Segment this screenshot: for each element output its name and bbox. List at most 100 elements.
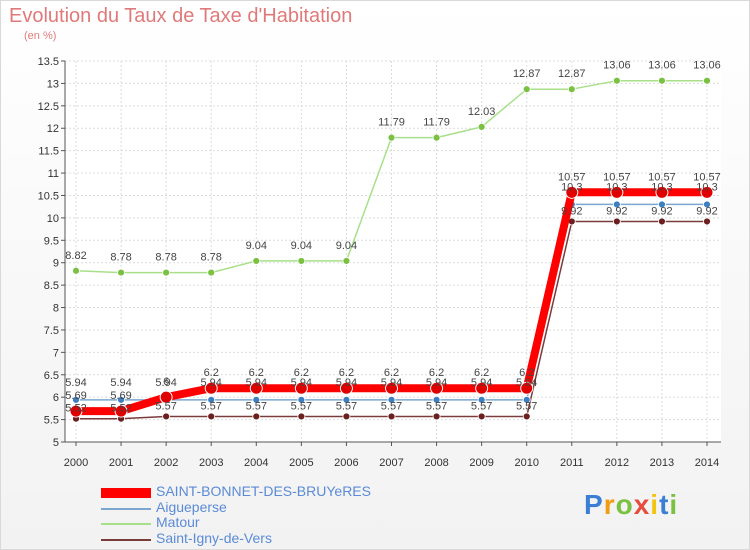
data-point <box>703 200 711 209</box>
y-tick-label: 12 <box>47 123 59 135</box>
data-label: 6.2 <box>249 367 264 379</box>
data-label: 6.2 <box>339 367 354 379</box>
data-label: 11.79 <box>423 117 450 129</box>
y-tick-label: 7.5 <box>44 325 59 337</box>
data-point <box>477 395 486 404</box>
logo-letter: P <box>584 489 604 520</box>
data-point <box>703 76 711 85</box>
x-tick-label: 2011 <box>560 457 584 469</box>
legend-swatch <box>101 488 151 498</box>
data-point <box>387 133 396 142</box>
data-point <box>207 268 216 277</box>
x-tick-label: 2009 <box>469 457 493 469</box>
axes: 5 5.5 6 6.5 7 7.5 8 8.5 9 9.5 10 10.5 11 11.5 12 12.5 13… <box>38 56 721 469</box>
y-tick-label: 9.5 <box>44 235 59 247</box>
data-point <box>117 268 125 277</box>
data-point <box>612 76 621 85</box>
data-point <box>522 412 531 421</box>
data-label: 6.2 <box>204 367 219 379</box>
data-label: 5.57 <box>426 400 447 412</box>
y-tick-label: 6.5 <box>44 370 59 382</box>
x-tick-label: 2010 <box>514 457 538 469</box>
x-tick-label: 2002 <box>154 457 178 469</box>
data-point <box>522 85 531 94</box>
data-point <box>520 381 534 395</box>
y-tick-label: 6 <box>53 392 59 404</box>
data-label: 10.57 <box>648 171 676 183</box>
data-label: 5.94 <box>246 377 267 389</box>
data-label: 6.2 <box>384 367 399 379</box>
data-label: 5.57 <box>246 400 267 412</box>
data-label: 10.3 <box>561 181 582 193</box>
data-label: 5.57 <box>201 400 222 412</box>
data-point <box>387 412 396 421</box>
data-label: 8.78 <box>155 252 176 264</box>
x-tick-label: 2003 <box>199 457 223 469</box>
data-point <box>658 200 666 209</box>
data-label: 5.94 <box>110 377 131 389</box>
data-label: 5.57 <box>381 400 402 412</box>
x-tick-label: 2000 <box>64 457 88 469</box>
data-label: 13.06 <box>603 60 631 72</box>
data-label: 5.69 <box>65 390 86 402</box>
data-label: 9.04 <box>291 240 312 252</box>
data-label: 5.57 <box>336 400 357 412</box>
data-point <box>432 133 441 142</box>
data-label: 6.2 <box>294 367 309 379</box>
line-chart: 5 5.5 6 6.5 7 7.5 8 8.5 9 9.5 10 10.5 11 11.5 12 12.5 13… <box>38 56 721 469</box>
data-label: 5.52 <box>65 403 86 415</box>
data-label: 5.57 <box>471 400 492 412</box>
x-tick-label: 2013 <box>650 457 674 469</box>
x-tick-label: 2006 <box>334 457 358 469</box>
data-label: 8.78 <box>201 252 222 264</box>
data-label: 5.94 <box>65 377 86 389</box>
data-label: 9.04 <box>246 240 267 252</box>
data-point <box>610 185 624 199</box>
data-point <box>432 395 441 404</box>
data-label: 10.57 <box>603 171 631 183</box>
data-label: 6.2 <box>519 367 534 379</box>
legend-label: Matour <box>156 514 200 530</box>
data-label: 5.57 <box>155 400 176 412</box>
data-label: 10.3 <box>696 181 717 193</box>
data-point <box>477 412 486 421</box>
data-point <box>567 85 576 94</box>
data-label: 10.57 <box>558 171 586 183</box>
data-point <box>72 395 80 404</box>
series-lines <box>69 76 714 423</box>
data-label: 9.92 <box>606 205 627 217</box>
data-label: 5.94 <box>471 377 492 389</box>
data-point <box>612 200 621 209</box>
y-tick-label: 11 <box>48 168 59 180</box>
data-point <box>204 381 218 395</box>
plot-area <box>65 61 721 442</box>
x-tick-label: 2005 <box>289 457 313 469</box>
legend-label: Aigueperse <box>156 498 227 515</box>
data-point <box>69 404 83 418</box>
grid <box>65 60 721 443</box>
data-point <box>477 122 486 131</box>
legend-label: SAINT-BONNET-DES-BRUYeRES <box>156 483 371 499</box>
data-label: 12.87 <box>558 68 586 80</box>
data-point <box>207 412 216 421</box>
data-label: 13.06 <box>693 60 721 72</box>
x-tick-label: 2007 <box>379 457 403 469</box>
y-tick-label: 10 <box>47 213 59 225</box>
data-point <box>342 257 351 265</box>
data-label: 5.94 <box>201 377 222 389</box>
data-point <box>297 257 306 265</box>
y-tick-label: 8 <box>53 303 59 315</box>
data-label: 9.04 <box>336 240 357 252</box>
data-label: 6.2 <box>429 367 444 379</box>
data-label: 5.52 <box>110 403 131 415</box>
data-point <box>655 185 669 199</box>
data-label: 10.57 <box>693 171 721 183</box>
x-tick-label: 2008 <box>424 457 448 469</box>
legend-swatch <box>101 507 151 510</box>
x-tick-label: 2004 <box>244 457 268 469</box>
data-point <box>207 395 216 404</box>
logo-letter: i <box>669 489 679 520</box>
data-point <box>72 266 80 275</box>
chart-title: Evolution du Taux de Taxe d'Habitation <box>9 5 353 27</box>
data-point <box>252 412 261 421</box>
